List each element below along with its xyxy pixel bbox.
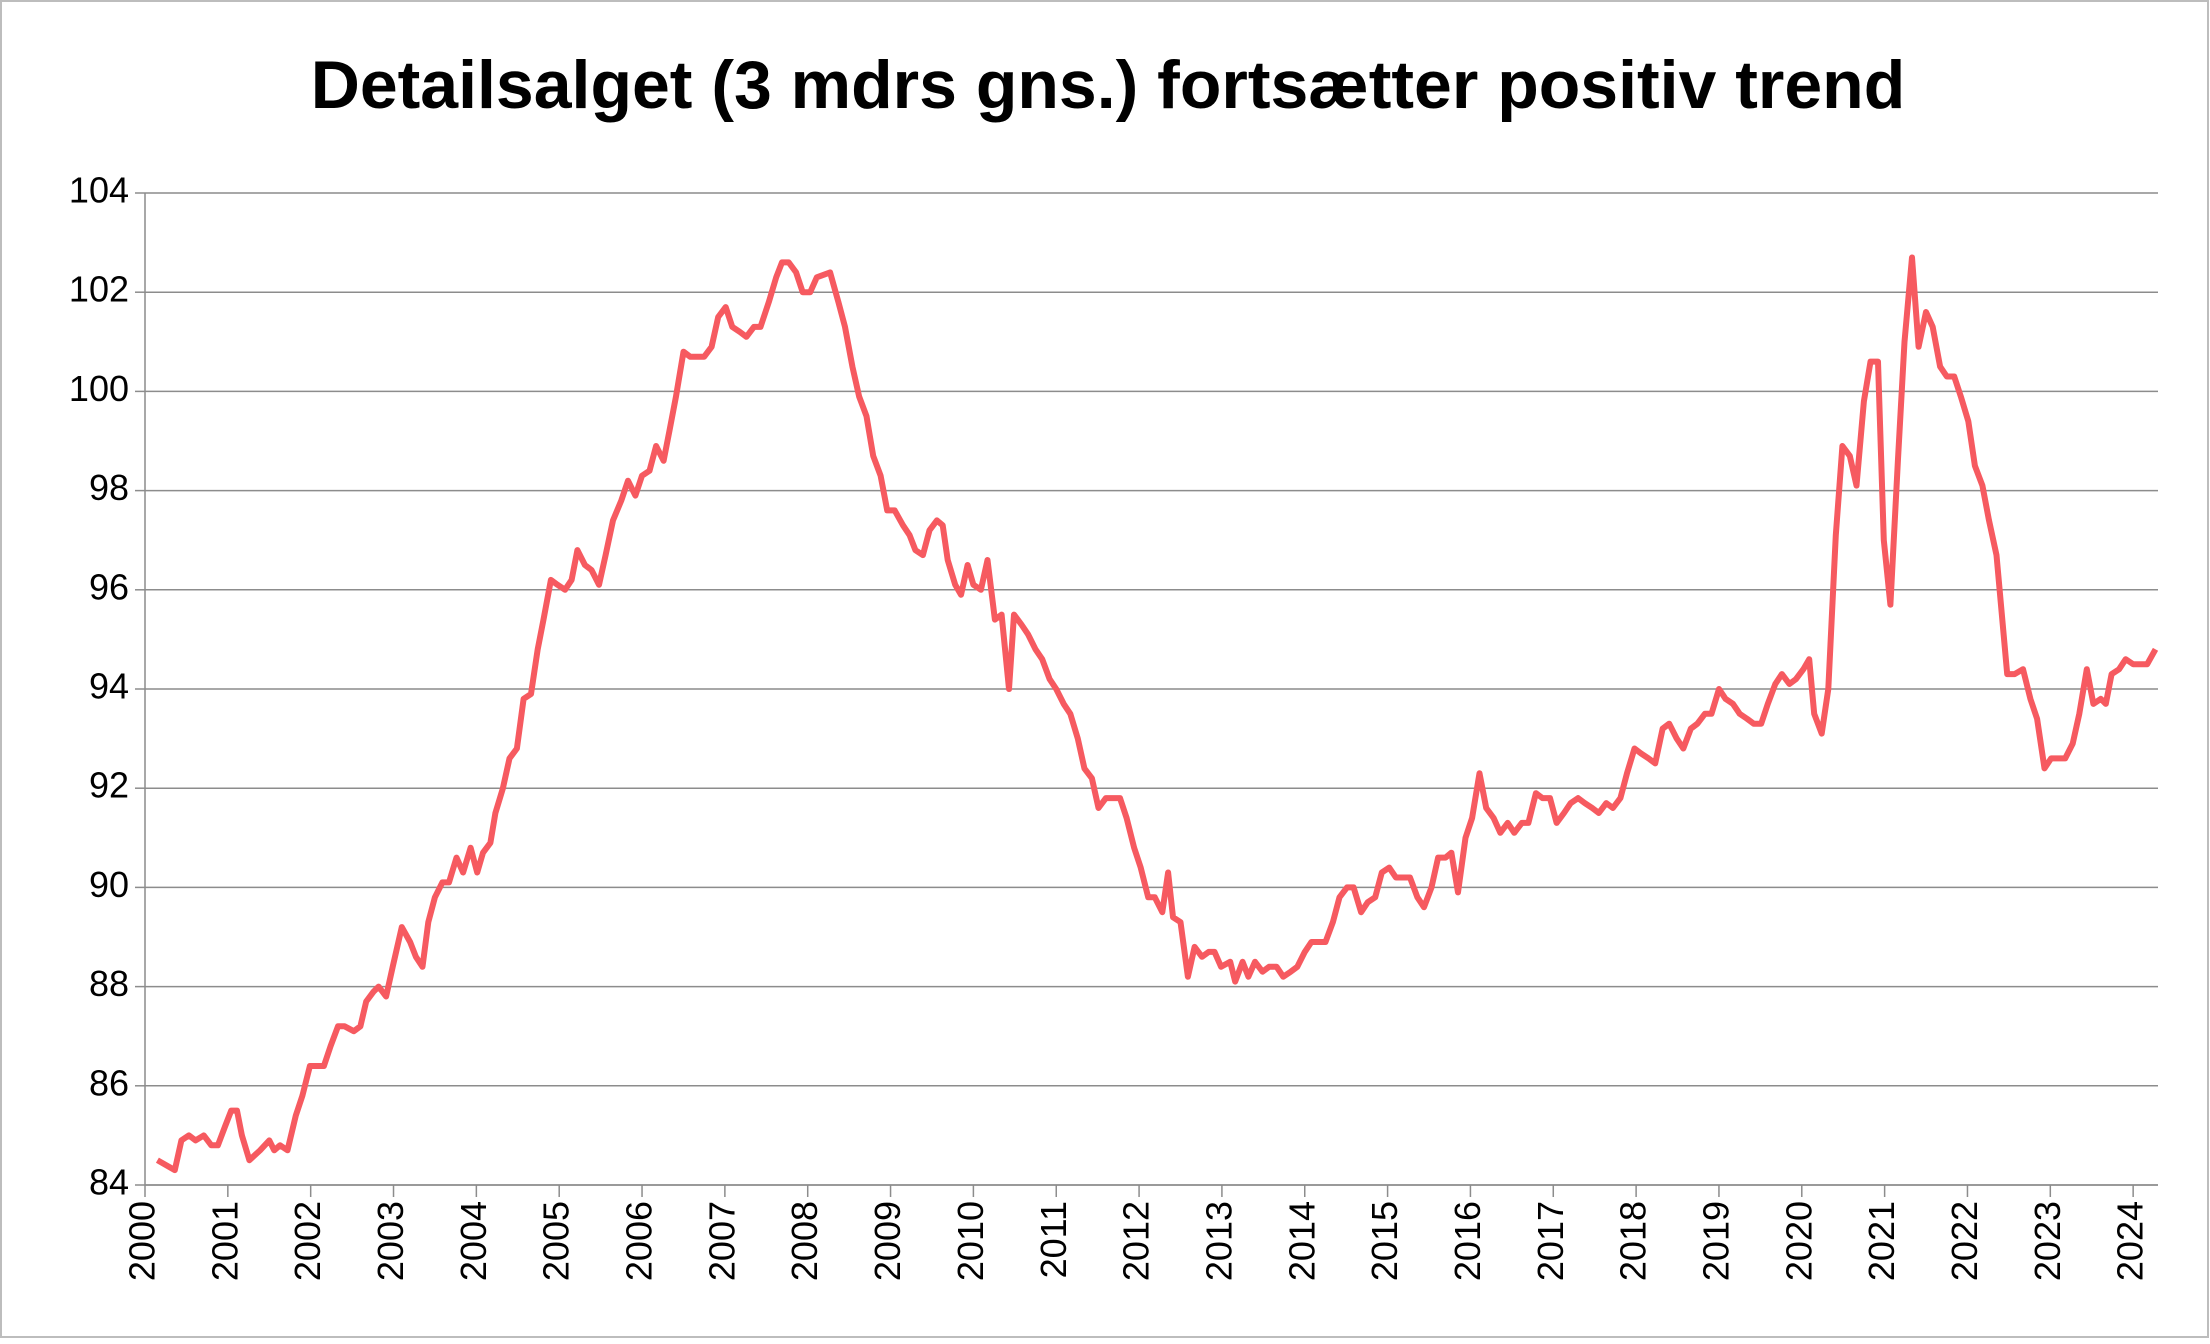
x-tick-label: 2016 — [1447, 1201, 1488, 1281]
x-tick-label: 2023 — [2027, 1201, 2068, 1281]
x-tick-label: 2009 — [867, 1201, 908, 1281]
x-tick-label: 2003 — [370, 1201, 411, 1281]
y-tick-label: 84 — [89, 1162, 129, 1203]
chart-title: Detailsalget (3 mdrs gns.) fortsætter po… — [311, 47, 1906, 123]
y-tick-label: 102 — [69, 269, 129, 310]
x-tick-label: 2011 — [1033, 1201, 1074, 1278]
x-tick-label: 2018 — [1613, 1201, 1654, 1281]
x-tick-label: 2008 — [784, 1201, 825, 1281]
x-tick-label: 2022 — [1944, 1201, 1985, 1281]
y-tick-label: 88 — [89, 963, 129, 1004]
data-line — [155, 254, 2159, 1174]
x-tick-label: 2020 — [1778, 1201, 1819, 1281]
x-tick-label: 2004 — [453, 1201, 494, 1281]
y-tick-label: 98 — [89, 467, 129, 508]
y-tick-label: 96 — [89, 566, 129, 607]
x-tick-label: 2013 — [1198, 1201, 1239, 1281]
y-tick-label: 90 — [89, 864, 129, 905]
x-tick-label: 2010 — [950, 1201, 991, 1281]
y-tick-label: 92 — [89, 765, 129, 806]
x-tick-label: 2001 — [204, 1201, 245, 1281]
y-tick-label: 94 — [89, 666, 129, 707]
x-tick-label: 2007 — [701, 1201, 742, 1281]
y-tick-label: 100 — [69, 368, 129, 409]
x-tick-label: 2002 — [287, 1201, 328, 1281]
x-tick-label: 2014 — [1281, 1201, 1322, 1281]
x-tick-label: 2019 — [1695, 1201, 1736, 1281]
x-tick-label: 2000 — [122, 1201, 163, 1281]
x-tick-label: 2005 — [536, 1201, 577, 1281]
x-tick-label: 2006 — [619, 1201, 660, 1281]
x-tick-label: 2012 — [1116, 1201, 1157, 1281]
x-tick-label: 2021 — [1861, 1201, 1902, 1281]
x-tick-label: 2015 — [1364, 1201, 1405, 1281]
x-tick-label: 2017 — [1530, 1201, 1571, 1281]
y-tick-label: 104 — [69, 170, 129, 211]
y-tick-label: 86 — [89, 1062, 129, 1103]
x-tick-label: 2024 — [2110, 1201, 2151, 1281]
